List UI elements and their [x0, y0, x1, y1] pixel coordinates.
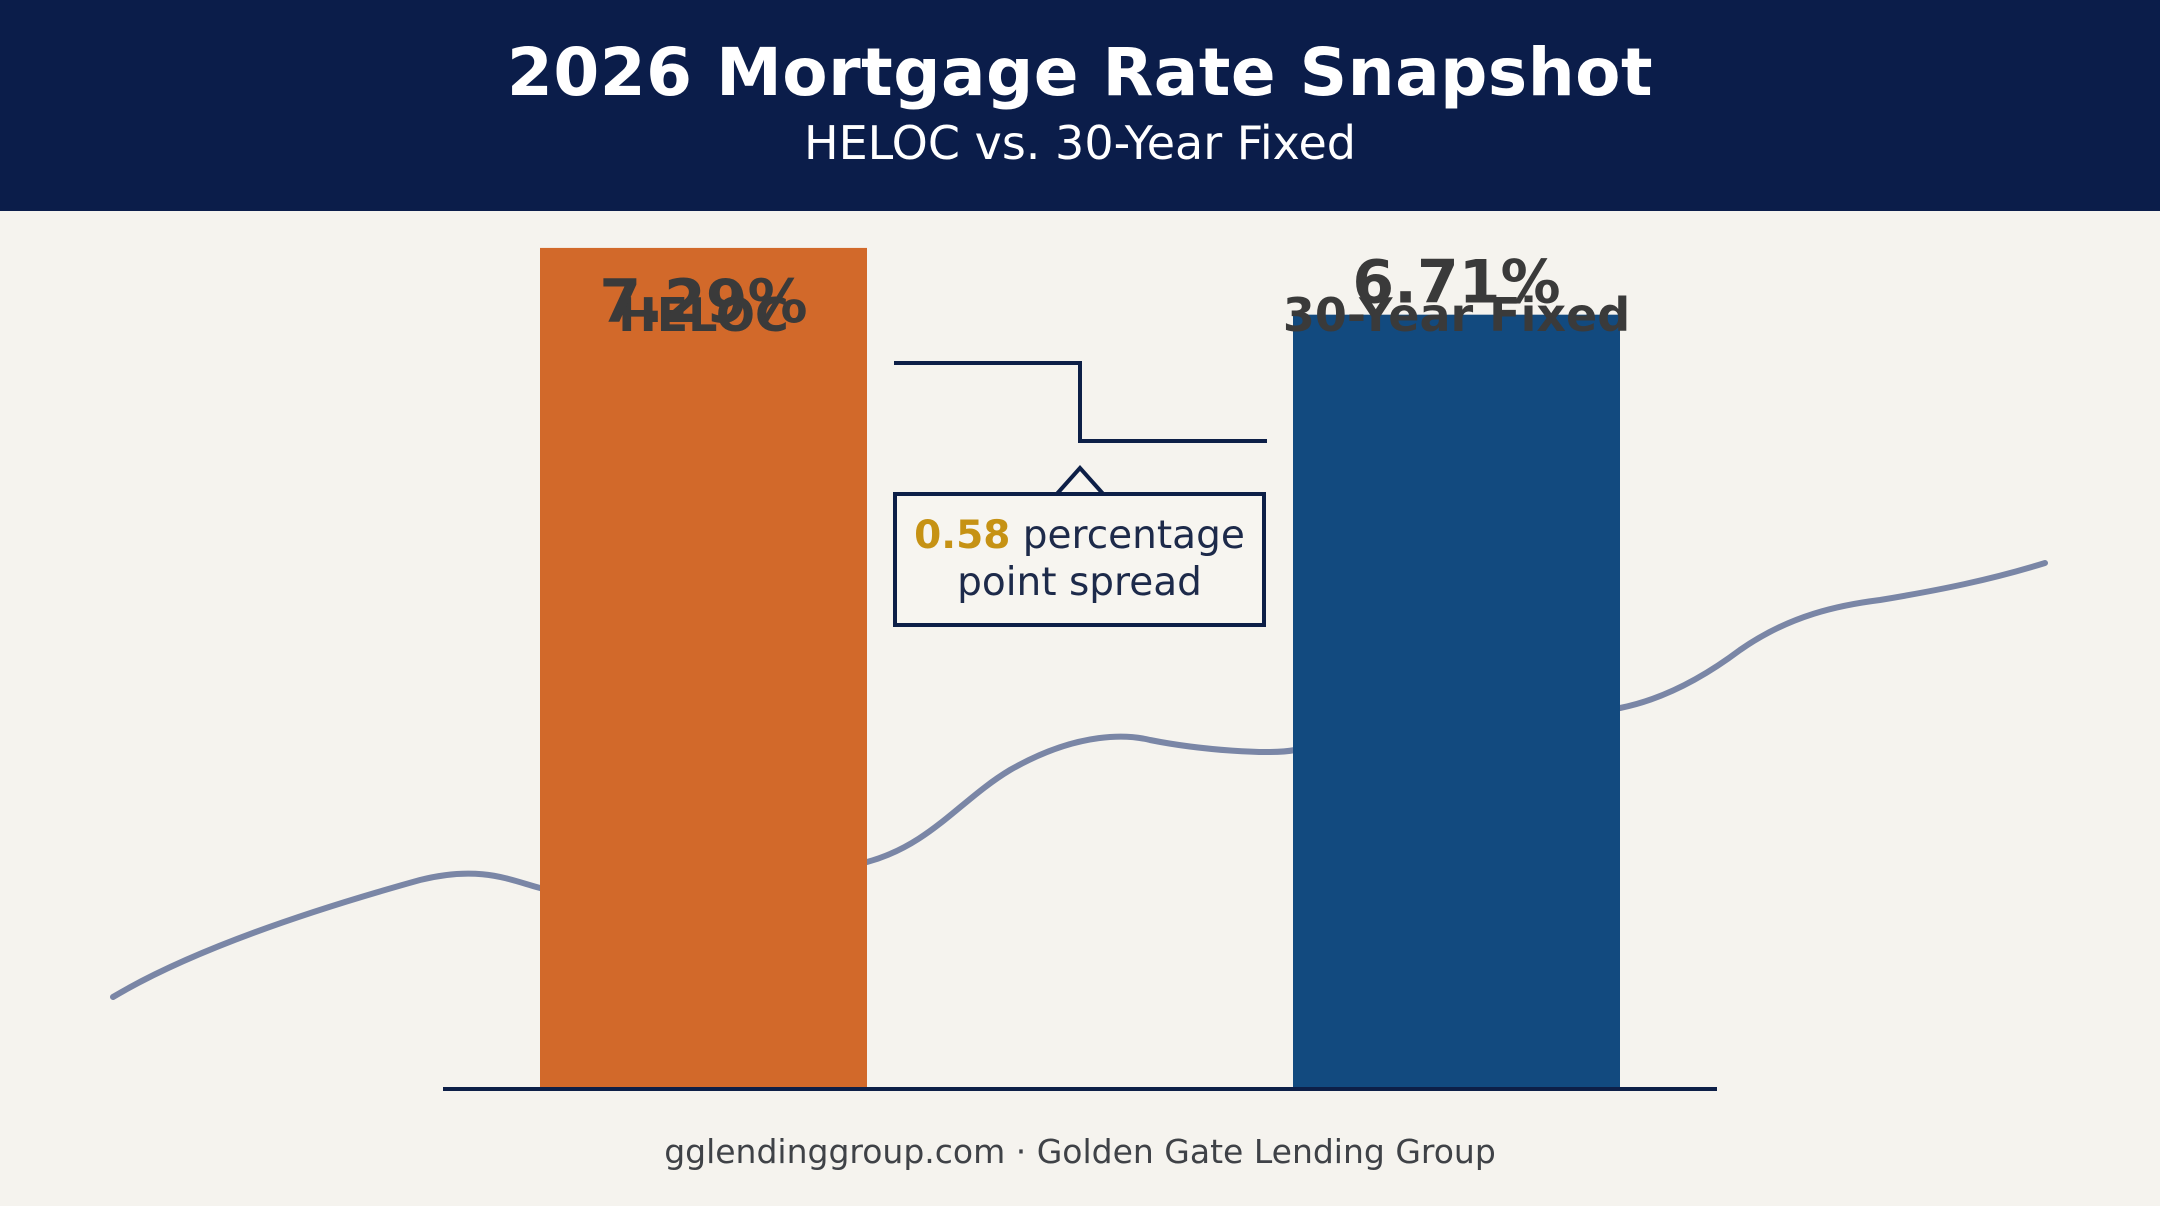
- value-label: 6.71%: [1352, 248, 1560, 318]
- bar-30-year-fixed: [1293, 314, 1620, 1088]
- callout-pointer: [1053, 464, 1107, 498]
- page-title: 2026 Mortgage Rate Snapshot: [506, 34, 1654, 111]
- spread-value: 0.58: [914, 512, 1011, 558]
- header-banner: 2026 Mortgage Rate Snapshot HELOC vs. 30…: [0, 0, 2160, 211]
- value-label: 7.29%: [599, 267, 807, 337]
- page-subtitle: HELOC vs. 30-Year Fixed: [804, 116, 1356, 170]
- spread-bracket: [894, 361, 1267, 443]
- category-label: 30-Year Fixed: [1283, 288, 1630, 342]
- callout-line-2: point spread: [957, 559, 1202, 605]
- callout-line-1: 0.58 percentage: [914, 513, 1245, 560]
- footer-credit: gglendinggroup.com · Golden Gate Lending…: [664, 1132, 1496, 1171]
- spread-callout: 0.58 percentage point spread: [893, 492, 1266, 627]
- category-label: HELOC: [618, 288, 788, 342]
- bar-heloc: [540, 247, 867, 1087]
- spread-text: percentage: [1022, 512, 1245, 558]
- background-trend-line: [110, 560, 2048, 1000]
